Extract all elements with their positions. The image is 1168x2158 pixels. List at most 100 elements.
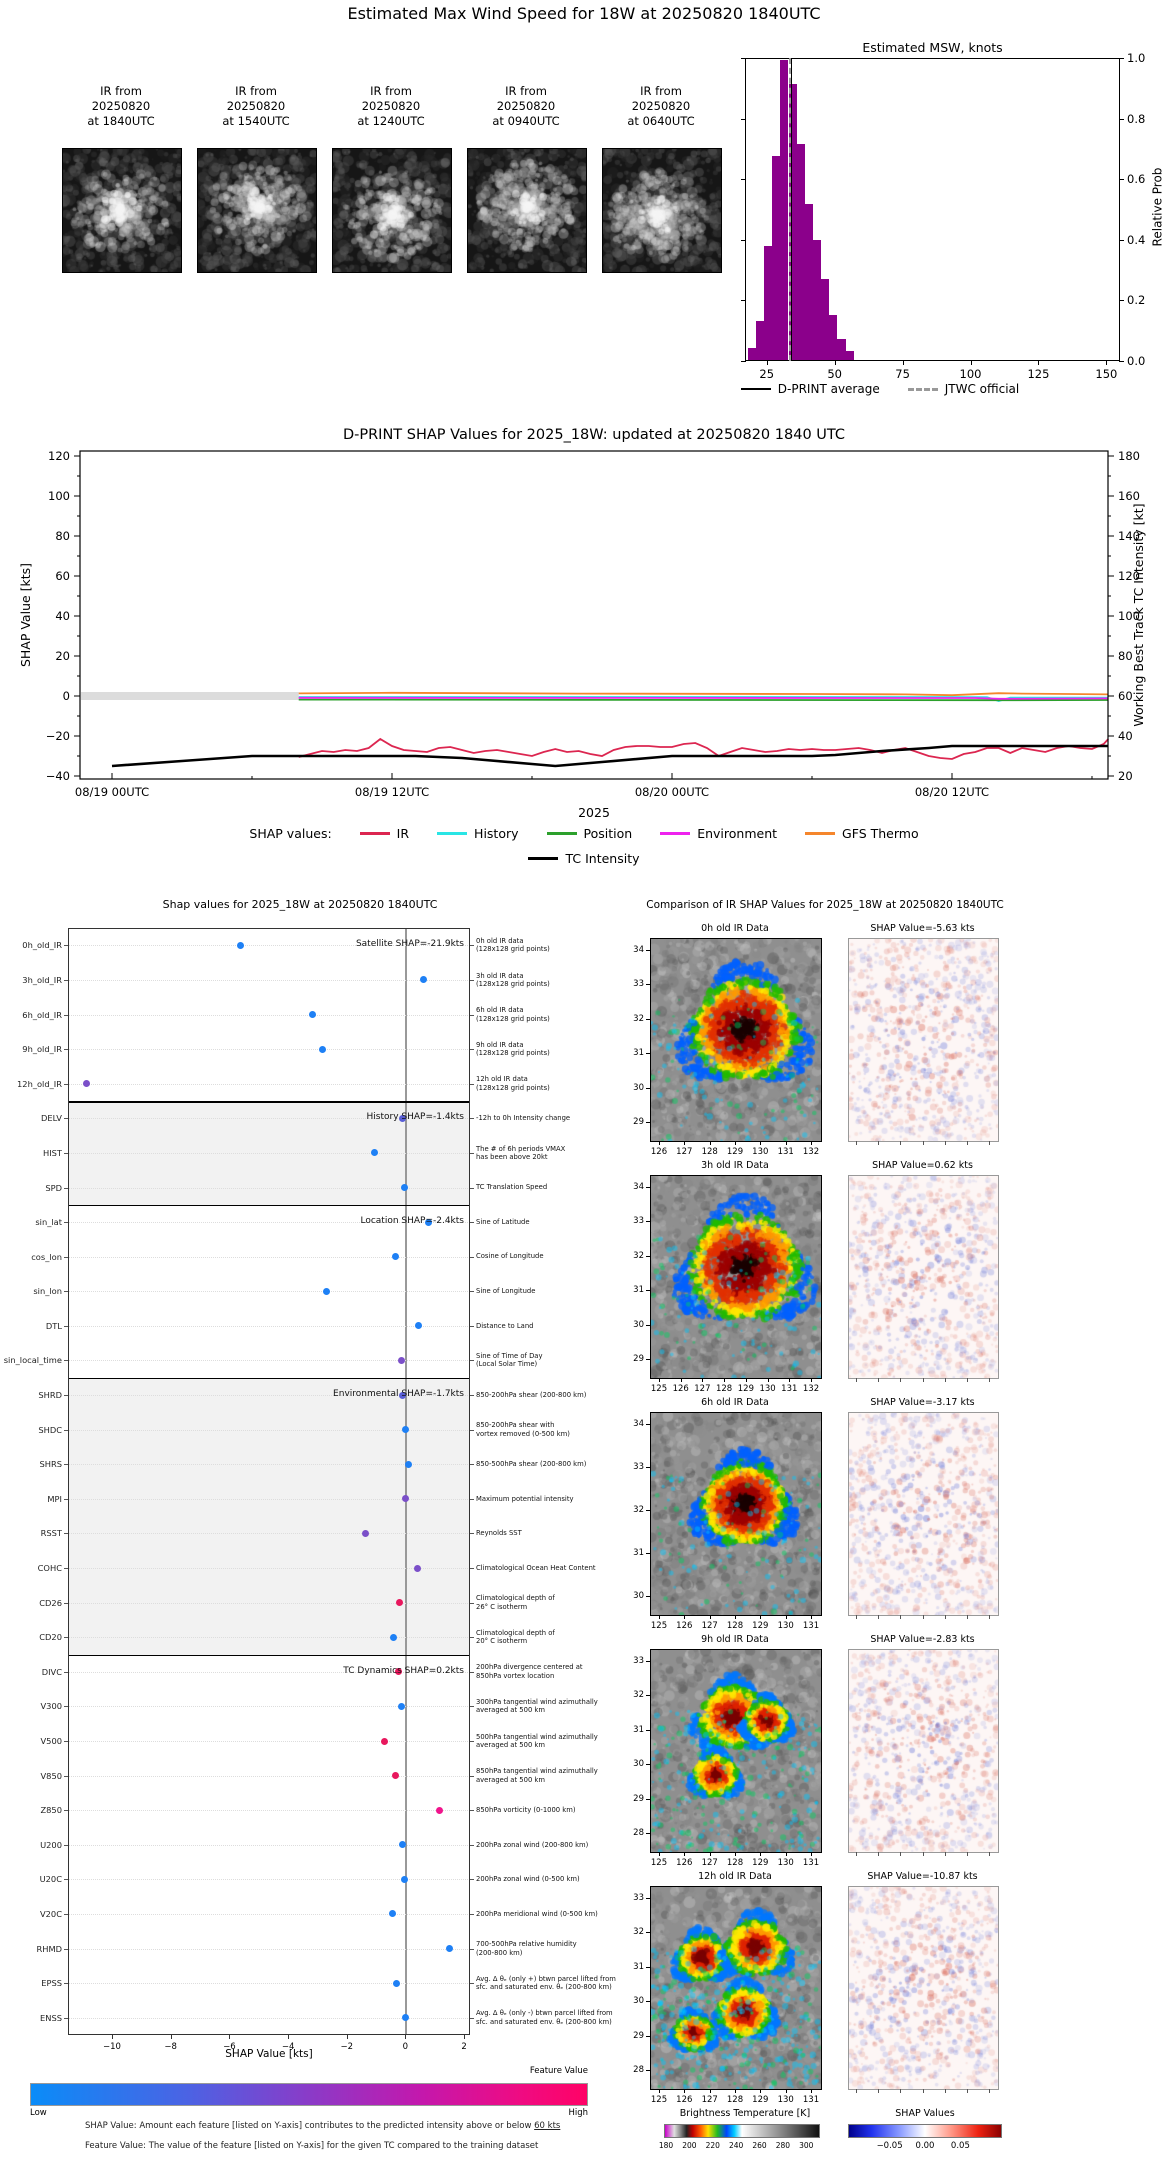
- lon-tick-label: 126: [676, 1858, 693, 1868]
- row-gridline: [68, 1983, 470, 1985]
- histogram-plot-area: [745, 58, 1120, 361]
- feature-description-line: Cosine of Longitude: [476, 1252, 544, 1261]
- dotplot-xtick: [229, 2035, 231, 2039]
- desc-tick: [470, 1152, 474, 1154]
- feature-description: 0h old IR data (128x128 grid points): [476, 937, 646, 954]
- histogram-ytick-label: 1.0: [1127, 51, 1146, 65]
- dprint-average-line: [790, 58, 793, 361]
- legend-item-history: History: [437, 826, 519, 841]
- shap-map-image: [848, 1412, 999, 1616]
- lat-tick: [646, 1833, 650, 1834]
- desc-tick: [470, 1602, 474, 1604]
- feature-ytick: [64, 1775, 68, 1777]
- ir-map-title: 9h old IR Data: [701, 1634, 769, 1645]
- lon-tick-label: 131: [802, 2095, 820, 2105]
- histogram-ytick-label: 0.8: [1127, 111, 1146, 126]
- row-gridline: [68, 1360, 470, 1362]
- series-position: [298, 698, 1109, 702]
- timeseries-legend-title: SHAP values:: [249, 826, 332, 841]
- histogram-bar: [755, 321, 765, 360]
- feature-description-line: (128x128 grid points): [476, 945, 550, 954]
- ir-thumbnail-label-line: IR from: [235, 84, 277, 98]
- shap-dot: [413, 1564, 421, 1572]
- shap-cbar-tick-label: 0.05: [950, 2141, 970, 2151]
- shap-dot: [236, 941, 244, 949]
- shap-map-image: [848, 1175, 999, 1379]
- lon-tick-label: 130: [759, 1384, 776, 1394]
- ir-thumbnail-image: [467, 148, 587, 273]
- lon-tick: [760, 2089, 762, 2093]
- desc-tick: [470, 1637, 474, 1639]
- row-gridline: [68, 1879, 470, 1881]
- lat-tick-label: 32: [633, 1013, 644, 1024]
- histogram-xtick: [834, 360, 836, 365]
- lon-tick-label: 126: [676, 2095, 693, 2105]
- section-divider: [68, 1654, 470, 1656]
- ir-thumbnail-image: [62, 148, 182, 273]
- lon-tick: [684, 1852, 686, 1856]
- shap-dot: [401, 1426, 409, 1434]
- shap-dot: [394, 1668, 402, 1676]
- row-gridline: [68, 1464, 470, 1466]
- ir-thumbnail-label-line: 20250820: [226, 99, 286, 113]
- lon-tick: [684, 1615, 686, 1619]
- ir-thumbnail-label: IR from 20250820 at 0940UTC: [457, 84, 595, 129]
- lat-tick: [646, 1290, 650, 1292]
- lat-tick-label: 29: [633, 1117, 644, 1127]
- feature-description-line: 200hPa zonal wind (0-500 km): [476, 1875, 580, 1884]
- row-gridline: [68, 1152, 470, 1154]
- shap-map-title: SHAP Value=-5.63 kts: [870, 923, 975, 934]
- feature-ytick: [64, 1083, 68, 1085]
- feature-description-line: Avg. Δ θₑ (only +) btwn parcel lifted fr…: [476, 1974, 616, 1983]
- feature-ytick: [64, 1256, 68, 1258]
- bt-tick-label: 260: [752, 2141, 767, 2150]
- desc-tick: [470, 1395, 474, 1396]
- row-gridline: [68, 1775, 470, 1777]
- shap-map-tick: [922, 2089, 924, 2093]
- histogram-ytick-left: [741, 179, 746, 181]
- lat-tick: [646, 1018, 650, 1020]
- right-ytick-label: 80: [1118, 649, 1133, 663]
- shap-map-image: [848, 938, 999, 1142]
- feature-description: Cosine of Longitude: [476, 1252, 646, 1260]
- lat-tick: [646, 2070, 650, 2071]
- shap-map-tick: [966, 1141, 968, 1145]
- feature-label: cos_lon: [31, 1251, 62, 1262]
- lat-tick-label: 32: [633, 1927, 644, 1938]
- feature-description: 12h old IR data (128x128 grid points): [476, 1075, 646, 1092]
- desc-tick: [470, 1049, 474, 1051]
- feature-description-line: sfc. and saturated env. θₑ (200-800 km): [476, 2017, 612, 2026]
- lat-tick-label: 28: [633, 2065, 644, 2075]
- shap-map-tick: [856, 1141, 857, 1145]
- lon-tick-label: 125: [650, 1621, 668, 1631]
- histogram-xtick: [766, 360, 768, 365]
- left-ytick-label: 20: [55, 649, 70, 663]
- lat-tick-label: 30: [633, 1591, 644, 1601]
- shap-map-tick: [900, 1141, 902, 1145]
- row-gridline: [68, 945, 470, 947]
- feature-description-line: 850-200hPa shear (200-800 km): [476, 1390, 587, 1399]
- dotplot-zero-line: [405, 928, 407, 2035]
- feature-description-line: 26° C isotherm: [476, 1602, 528, 1611]
- right-ytick-label: 100: [1118, 609, 1140, 623]
- series-gfs-thermo: [298, 691, 1109, 697]
- shap-cbar-tick-label: 0.00: [915, 2141, 935, 2151]
- lat-tick-label: 30: [633, 1996, 644, 2007]
- right-ytick-label: 20: [1118, 769, 1133, 783]
- feature-label: DTL: [45, 1320, 62, 1331]
- ir-thumbnail-label: IR from 20250820 at 1240UTC: [322, 84, 460, 129]
- lon-tick: [811, 2089, 812, 2093]
- bt-tick-label: 240: [729, 2141, 744, 2150]
- feature-description-line: 0h old IR data: [476, 936, 524, 945]
- lon-tick-label: 128: [701, 1147, 718, 1157]
- line-swatch: [359, 832, 390, 835]
- page-title: Estimated Max Wind Speed for 18W at 2025…: [347, 4, 821, 23]
- lon-tick-label: 125: [650, 2095, 668, 2105]
- feature-description-line: 300hPa tangential wind azimuthally: [476, 1698, 598, 1706]
- feature-description-line: The # of 6h periods VMAX: [476, 1144, 566, 1153]
- timeseries-ylabel-right: Working Best Track TC Intensity [kt]: [1131, 503, 1146, 726]
- right-ytick-label: 180: [1118, 449, 1140, 463]
- histogram-xtick-label: 150: [1095, 367, 1118, 381]
- lon-tick-label: 126: [672, 1384, 689, 1394]
- lon-tick-label: 127: [676, 1147, 693, 1157]
